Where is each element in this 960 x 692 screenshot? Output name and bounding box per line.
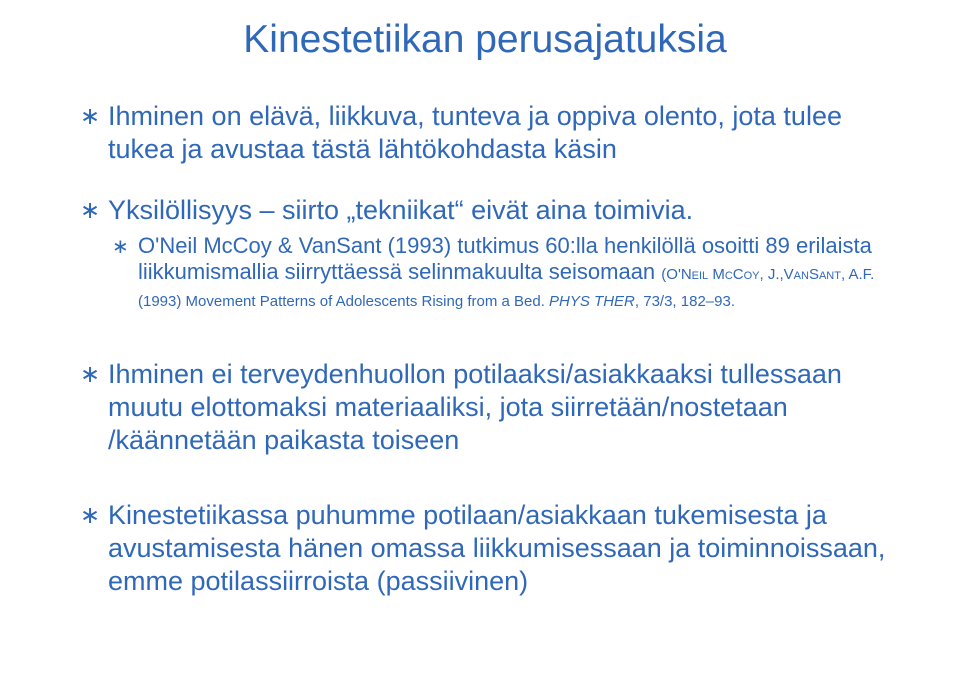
bullet-item: Ihminen on elävä, liikkuva, tunteva ja o… [80,100,890,166]
citation-tail: , 73/3, 182–93. [635,293,735,310]
bullet-item: Kinestetiikassa puhumme potilaan/asiakka… [80,499,890,598]
citation-smallcaps: (O'Neil McCoy, J.,VanSant, A.F. [661,266,874,283]
sub-bullet-list: O'Neil McCoy & VanSant (1993) tutkimus 6… [108,233,890,312]
bullet-list: Ihminen on elävä, liikkuva, tunteva ja o… [80,100,890,598]
bullet-item: Yksilöllisyys – siirto „tekniikat“ eivät… [80,194,890,312]
sub-bullet-item: O'Neil McCoy & VanSant (1993) tutkimus 6… [108,233,890,312]
bullet-text: Yksilöllisyys – siirto „tekniikat“ eivät… [108,195,693,225]
slide-title: Kinestetiikan perusajatuksia [80,18,890,62]
citation-journal: PHYS THER [549,293,635,310]
slide: Kinestetiikan perusajatuksia Ihminen on … [0,0,960,692]
citation-text: (1993) Movement Patterns of Adolescents … [138,293,549,310]
bullet-item: Ihminen ei terveydenhuollon potilaaksi/a… [80,358,890,457]
